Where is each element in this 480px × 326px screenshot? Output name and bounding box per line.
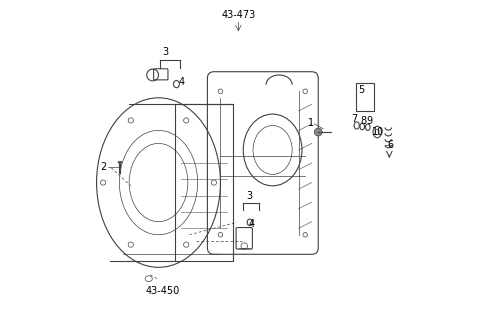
Text: 10: 10: [372, 127, 384, 137]
Text: 6: 6: [387, 140, 394, 150]
Text: 43-450: 43-450: [145, 286, 180, 296]
Text: 9: 9: [366, 116, 372, 126]
Circle shape: [303, 232, 308, 237]
Text: 43-473: 43-473: [221, 10, 255, 20]
Text: 7: 7: [352, 114, 358, 124]
Text: 2: 2: [101, 162, 107, 172]
Text: 5: 5: [359, 85, 365, 95]
Bar: [356, 83, 373, 111]
Text: 1: 1: [308, 118, 314, 128]
Circle shape: [211, 180, 216, 185]
Circle shape: [128, 118, 133, 123]
Text: 3: 3: [163, 47, 169, 56]
Text: 4: 4: [179, 77, 185, 87]
Bar: [175, 104, 233, 261]
Circle shape: [100, 180, 106, 185]
Ellipse shape: [118, 161, 122, 163]
Circle shape: [128, 242, 133, 247]
Circle shape: [303, 89, 308, 94]
Circle shape: [218, 89, 223, 94]
Text: 4: 4: [249, 219, 255, 229]
Circle shape: [184, 242, 189, 247]
Text: 3: 3: [246, 191, 252, 201]
Circle shape: [184, 118, 189, 123]
Circle shape: [314, 128, 322, 136]
Text: 8: 8: [360, 116, 366, 126]
Circle shape: [218, 232, 223, 237]
